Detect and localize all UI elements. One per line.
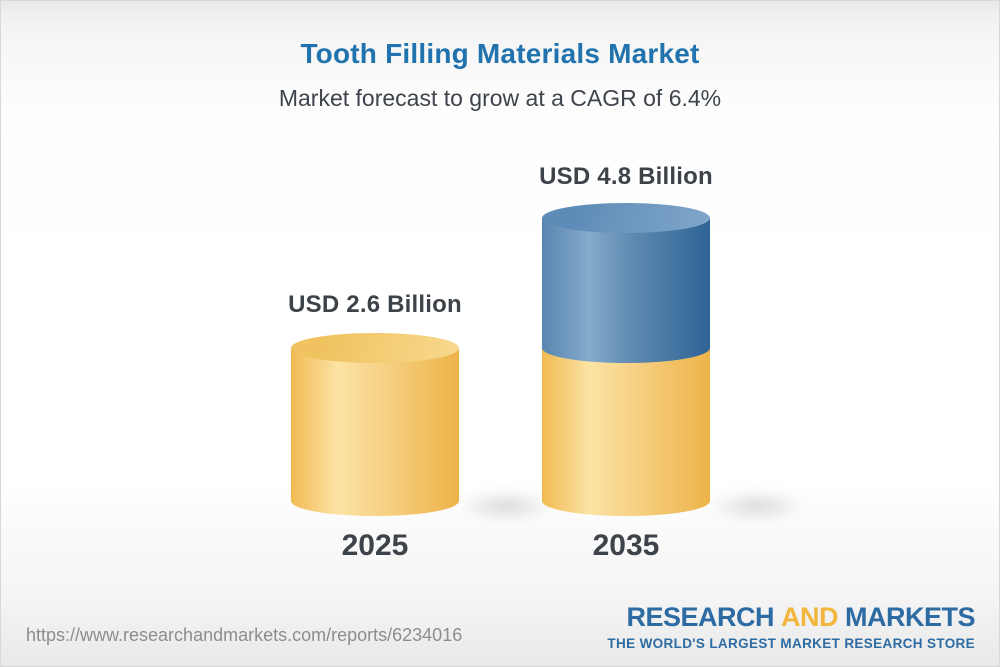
chart-title: Tooth Filling Materials Market <box>300 38 700 69</box>
cylinder-top-cap <box>542 202 710 233</box>
category-label-2025: 2025 <box>341 529 409 562</box>
report-url-link[interactable]: https://www.researchandmarkets.com/repor… <box>26 625 463 645</box>
logo-tagline: THE WORLD'S LARGEST MARKET RESEARCH STOR… <box>607 636 975 651</box>
logo-wordmark: RESEARCH AND MARKETS <box>607 604 975 631</box>
logo-word-markets: MARKETS <box>845 602 976 632</box>
value-label-2035: USD 4.8 Billion <box>539 163 713 190</box>
bar-ground-shadow <box>692 483 822 529</box>
logo-word-and: AND <box>781 602 839 632</box>
cylinder-segment-blue <box>542 217 710 348</box>
chart-subtitle: Market forecast to grow at a CAGR of 6.4… <box>278 85 722 111</box>
logo-word-research: RESEARCH <box>626 602 774 632</box>
cylinder-bottom-arc-gold <box>542 486 710 516</box>
cylinder-bottom-arc-gold <box>291 486 459 516</box>
cylinder-top-cap <box>291 332 459 363</box>
cylinder-segment-gold <box>291 347 459 501</box>
research-and-markets-logo: RESEARCH AND MARKETS THE WORLD'S LARGEST M… <box>607 604 975 652</box>
category-label-2035: 2035 <box>592 529 660 562</box>
cylinder-bottom-arc-blue <box>542 332 710 363</box>
cylinder-segment-gold <box>542 347 710 501</box>
value-label-2025: USD 2.6 Billion <box>288 291 462 318</box>
